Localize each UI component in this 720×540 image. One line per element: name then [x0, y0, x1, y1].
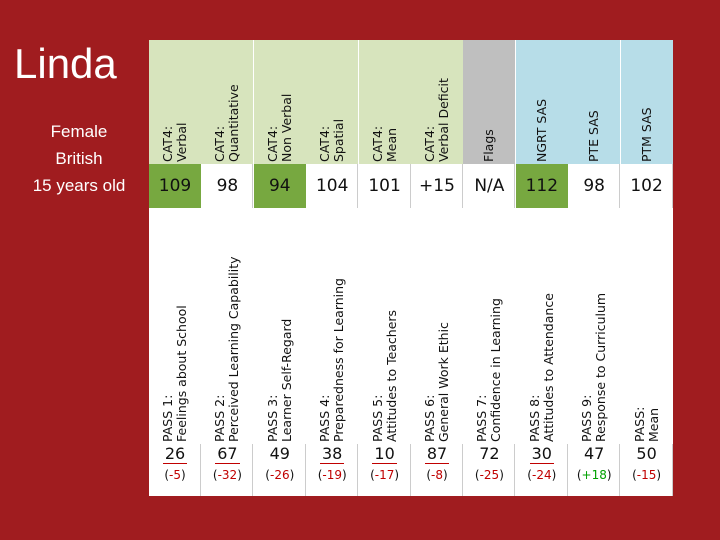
- column-header: PTM SAS: [620, 40, 673, 164]
- test-score: 112: [515, 164, 568, 208]
- test-score: 98: [216, 176, 239, 196]
- score-column: CAT4: Non Verbal 94 PASS 3: Learner Self-R…: [253, 40, 306, 496]
- column-header-label: CAT4: Non Verbal: [264, 93, 294, 162]
- test-score: N/A: [474, 176, 505, 196]
- pass-difference: (+18): [576, 468, 612, 482]
- column-header: CAT4: Non Verbal: [253, 40, 306, 164]
- column-header-label: CAT4: Verbal: [160, 122, 189, 162]
- gender-text: Female: [50, 122, 108, 141]
- score-column: PTM SAS 102 PASS: Mean 50 (-15): [620, 40, 673, 496]
- test-score: 109: [149, 164, 201, 208]
- test-score: +15: [419, 176, 455, 196]
- column-header: CAT4: Mean: [358, 40, 411, 164]
- pass-header: PASS 4: Preparedness for Learning: [306, 208, 359, 444]
- score-column: Flags N/A PASS 7: Confidence in Learning 72…: [463, 40, 516, 496]
- pass-header: PASS 6: General Work Ethic: [411, 208, 463, 444]
- pass-score: 26: [162, 444, 188, 464]
- score-column: CAT4: Mean 101 PASS 5: Attitudes to Teache…: [358, 40, 411, 496]
- pass-header: PASS 3: Learner Self-Regard: [253, 208, 306, 444]
- pass-difference: (-26): [265, 468, 295, 482]
- pass-difference: (-8): [426, 468, 448, 482]
- column-header-label: Flags: [481, 129, 497, 162]
- pass-score: 72: [479, 444, 500, 463]
- pass-difference: (-5): [164, 468, 186, 482]
- score-column: CAT4: Spatial 104 PASS 4: Preparedness for…: [306, 40, 359, 496]
- column-header-label: CAT4: Verbal Deficit: [422, 78, 451, 162]
- column-header: CAT4: Verbal: [149, 40, 201, 164]
- pass-score: 38: [320, 444, 345, 464]
- column-header: CAT4: Spatial: [306, 40, 359, 164]
- column-header-label: PTM SAS: [638, 107, 654, 162]
- test-score: 94: [253, 164, 306, 208]
- test-score: 102: [630, 176, 663, 196]
- pass-score: 67: [215, 444, 240, 464]
- column-header-label: CAT4: Quantitative: [212, 84, 242, 162]
- pass-header: PASS 8: Attitudes to Attendance: [515, 208, 568, 444]
- score-column: CAT4: Verbal 109 PASS 1: Feelings about Sc…: [149, 40, 201, 496]
- test-score: 101: [368, 176, 401, 196]
- pass-score: 87: [424, 444, 450, 464]
- pass-score: 10: [372, 444, 397, 464]
- age-text: 15 years old: [32, 176, 126, 195]
- pass-header: PASS 9: Response to Curriculum: [568, 208, 621, 444]
- column-header-label: PTE SAS: [586, 110, 602, 162]
- pass-difference: (-32): [212, 468, 242, 482]
- score-column: CAT4: Verbal Deficit +15 PASS 6: General W…: [411, 40, 463, 496]
- column-header: NGRT SAS: [515, 40, 568, 164]
- pass-difference: (-25): [474, 468, 504, 482]
- pass-header-label: PASS 2: Perceived Learning Capability: [212, 256, 242, 442]
- column-header-label: CAT4: Spatial: [317, 118, 347, 162]
- pass-difference: (-17): [370, 468, 400, 482]
- pass-header-label: PASS: Mean: [631, 406, 661, 442]
- pass-difference: (-15): [632, 468, 662, 482]
- score-column: CAT4: Quantitative 98 PASS 2: Perceived Le…: [201, 40, 254, 496]
- column-header: PTE SAS: [568, 40, 621, 164]
- column-header-label: CAT4: Mean: [369, 125, 399, 162]
- pass-header-label: PASS 5: Attitudes to Teachers: [369, 309, 399, 442]
- score-column: NGRT SAS 112 PASS 8: Attitudes to Attendan…: [515, 40, 568, 496]
- scores-table: CAT4: Verbal 109 PASS 1: Feelings about Sc…: [149, 40, 673, 496]
- pass-header-label: PASS 1: Feelings about School: [160, 305, 189, 442]
- nationality-text: British: [55, 149, 103, 168]
- pass-score: 30: [529, 444, 554, 464]
- pass-header-label: PASS 7: Confidence in Learning: [474, 298, 504, 442]
- column-header: CAT4: Quantitative: [201, 40, 254, 164]
- score-column: PTE SAS 98 PASS 9: Response to Curriculum 4…: [568, 40, 621, 496]
- pass-header: PASS 1: Feelings about School: [149, 208, 201, 444]
- pass-header-label: PASS 6: General Work Ethic: [422, 322, 451, 442]
- pass-header-label: PASS 9: Response to Curriculum: [579, 292, 609, 442]
- pass-header-label: PASS 8: Attitudes to Attendance: [526, 293, 556, 442]
- pass-header: PASS 5: Attitudes to Teachers: [358, 208, 411, 444]
- pass-score: 47: [584, 444, 605, 463]
- pass-score: 50: [636, 444, 657, 463]
- pass-header: PASS: Mean: [620, 208, 673, 444]
- column-header: Flags: [463, 40, 516, 164]
- pass-score: 49: [269, 444, 290, 463]
- column-header-label: NGRT SAS: [533, 98, 549, 162]
- pass-header: PASS 7: Confidence in Learning: [463, 208, 516, 444]
- pass-difference: (-24): [527, 468, 557, 482]
- pass-header-label: PASS 4: Preparedness for Learning: [317, 278, 347, 442]
- pass-header: PASS 2: Perceived Learning Capability: [201, 208, 254, 444]
- column-header: CAT4: Verbal Deficit: [411, 40, 463, 164]
- page-title: Linda: [14, 40, 117, 87]
- pass-header-label: PASS 3: Learner Self-Regard: [264, 318, 294, 442]
- test-score: 104: [315, 176, 349, 196]
- pass-difference: (-19): [317, 468, 347, 482]
- test-score: 98: [583, 176, 605, 196]
- student-info: Female British 15 years old: [10, 118, 148, 199]
